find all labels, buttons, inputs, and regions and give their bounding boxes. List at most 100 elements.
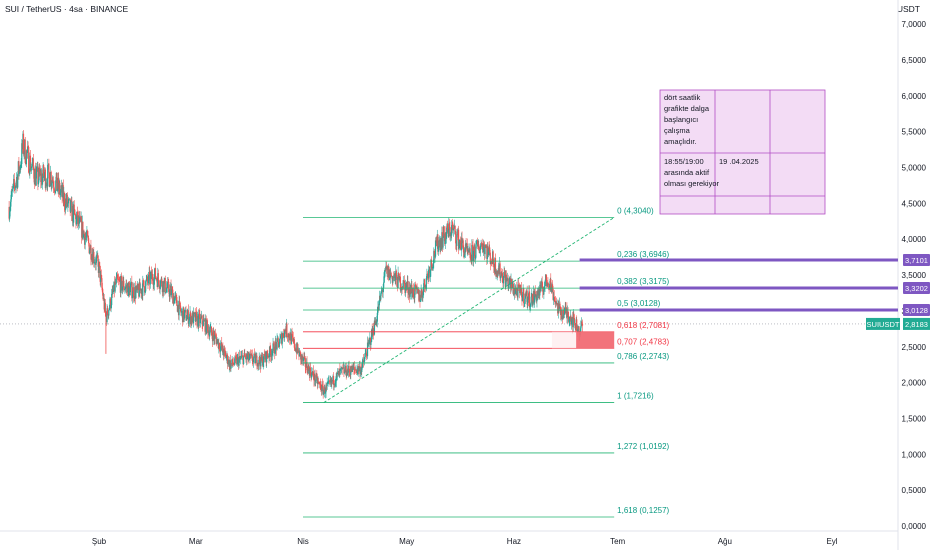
candle-body	[316, 376, 319, 384]
candle-body	[501, 273, 503, 283]
candle-body	[157, 273, 159, 281]
candle-body	[316, 375, 318, 377]
candle-body	[14, 187, 17, 189]
candle-body	[383, 272, 385, 283]
candle-body	[469, 248, 471, 259]
candle-body	[192, 312, 195, 324]
candle-body	[419, 294, 421, 302]
candle-body	[304, 358, 306, 367]
candle-body	[268, 346, 271, 358]
candle-body	[43, 165, 45, 178]
candle-body	[211, 332, 213, 336]
candle-body	[60, 189, 62, 193]
candle-body	[278, 343, 280, 347]
candle-body	[88, 238, 90, 244]
candle-body	[165, 292, 167, 294]
candle-body	[351, 366, 354, 373]
candle-body	[494, 258, 497, 275]
candle-body	[263, 353, 265, 363]
candle-body	[348, 365, 350, 372]
candle-body	[508, 284, 510, 288]
candle-body	[471, 244, 473, 262]
candle-body	[41, 176, 44, 185]
candle-body	[345, 365, 347, 376]
candle-body	[479, 245, 482, 251]
candle-body	[185, 319, 188, 321]
candle-body	[521, 294, 524, 302]
candle-body	[327, 382, 329, 384]
fib-zone-solid	[576, 331, 615, 349]
candle-body	[50, 171, 52, 186]
candle-body	[44, 169, 47, 189]
candle-body	[166, 281, 169, 288]
candle-body	[111, 293, 113, 306]
candle-body	[508, 278, 510, 285]
candle-body	[482, 243, 484, 253]
candle-body	[383, 282, 385, 288]
candle-body	[234, 356, 236, 364]
candle-body	[532, 301, 534, 306]
symbol-tag-text: SUIUSDT	[867, 320, 900, 329]
candle-body	[519, 285, 521, 294]
candle-body	[382, 287, 384, 292]
candle-body	[263, 353, 265, 357]
fib-level-label: 0,382 (3,3175)	[617, 277, 669, 286]
candle-body	[218, 342, 221, 349]
candle-body	[458, 241, 460, 250]
candle-body	[266, 351, 268, 356]
candle-body	[563, 314, 565, 319]
candle-body	[370, 329, 373, 343]
candle-body	[554, 297, 556, 301]
candle-body	[311, 372, 313, 378]
candle-body	[283, 329, 286, 338]
candle-body	[555, 301, 558, 305]
note-cell-2-line: 18:55/19:00	[664, 157, 704, 166]
candle-body	[47, 164, 49, 187]
candle-body	[550, 279, 552, 288]
candle-body	[201, 315, 203, 324]
candle-body	[520, 288, 523, 296]
candle-body	[171, 288, 173, 296]
candle-body	[518, 284, 520, 288]
candle-body	[324, 387, 326, 394]
candle-body	[137, 284, 139, 290]
candle-body	[455, 231, 457, 244]
y-tick-label: 1,5000	[902, 414, 927, 423]
candle-body	[581, 324, 584, 326]
candle-body	[422, 286, 425, 296]
candle-body	[361, 367, 363, 373]
candle-body	[253, 353, 255, 359]
candle-body	[430, 259, 432, 271]
candle-body	[489, 247, 491, 253]
level-price-tag-text: 3,0128	[905, 306, 928, 315]
candle-body	[531, 293, 533, 306]
candle-body	[413, 288, 415, 297]
candle-body	[84, 237, 86, 245]
candle-body	[146, 276, 149, 282]
candle-body	[576, 319, 578, 331]
candle-body	[456, 234, 459, 236]
note-table: dört saatlik grafikte dalga başlangıcı çalı…	[659, 89, 826, 215]
candle-body	[325, 385, 327, 393]
candle-body	[368, 342, 370, 344]
candle-body	[534, 291, 536, 297]
fib-level-label: 0,707 (2,4783)	[617, 337, 669, 346]
candle-body	[56, 172, 58, 191]
candle-body	[132, 287, 135, 298]
candle-body	[302, 358, 305, 362]
candle-body	[203, 319, 205, 321]
candle-body	[434, 256, 436, 258]
candle-body	[561, 310, 563, 317]
candle-body	[298, 350, 301, 357]
candle-body	[390, 272, 392, 276]
candle-body	[447, 224, 449, 231]
candle-body	[244, 352, 246, 357]
candle-body	[86, 230, 89, 236]
candle-body	[117, 278, 119, 280]
candle-body	[428, 269, 430, 279]
candle-body	[225, 357, 227, 359]
y-tick-label: 5,0000	[902, 164, 927, 173]
candle-body	[28, 147, 30, 173]
